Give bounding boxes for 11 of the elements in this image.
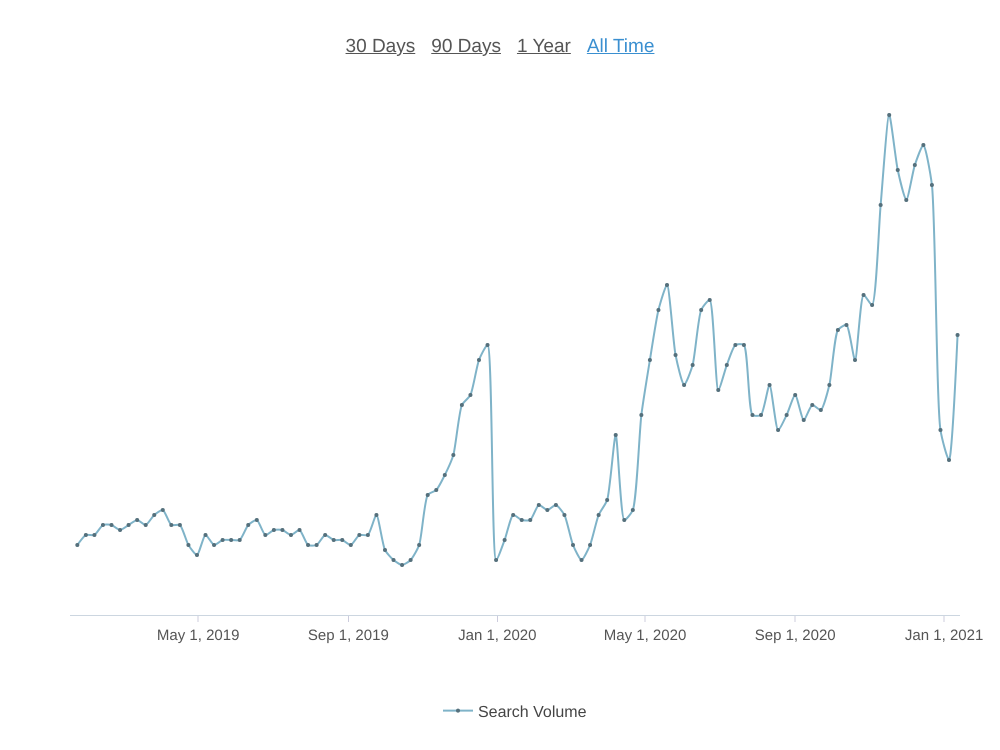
x-tick-label: May 1, 2019 [156, 627, 240, 644]
x-tick-label: Jan 1, 2020 [458, 627, 537, 644]
legend-label: Search Volume [478, 704, 587, 721]
text: All Time [586, 36, 654, 58]
text: 90 Days [431, 36, 501, 58]
text: 30 Days [346, 36, 416, 58]
x-tick-label: Sep 1, 2020 [754, 627, 836, 644]
x-tick-label: Jan 1, 2021 [904, 627, 984, 644]
text: 1 Year [516, 36, 571, 58]
x-tick-label: Sep 1, 2019 [308, 627, 389, 644]
x-tick-label: May 1, 2020 [604, 627, 686, 644]
